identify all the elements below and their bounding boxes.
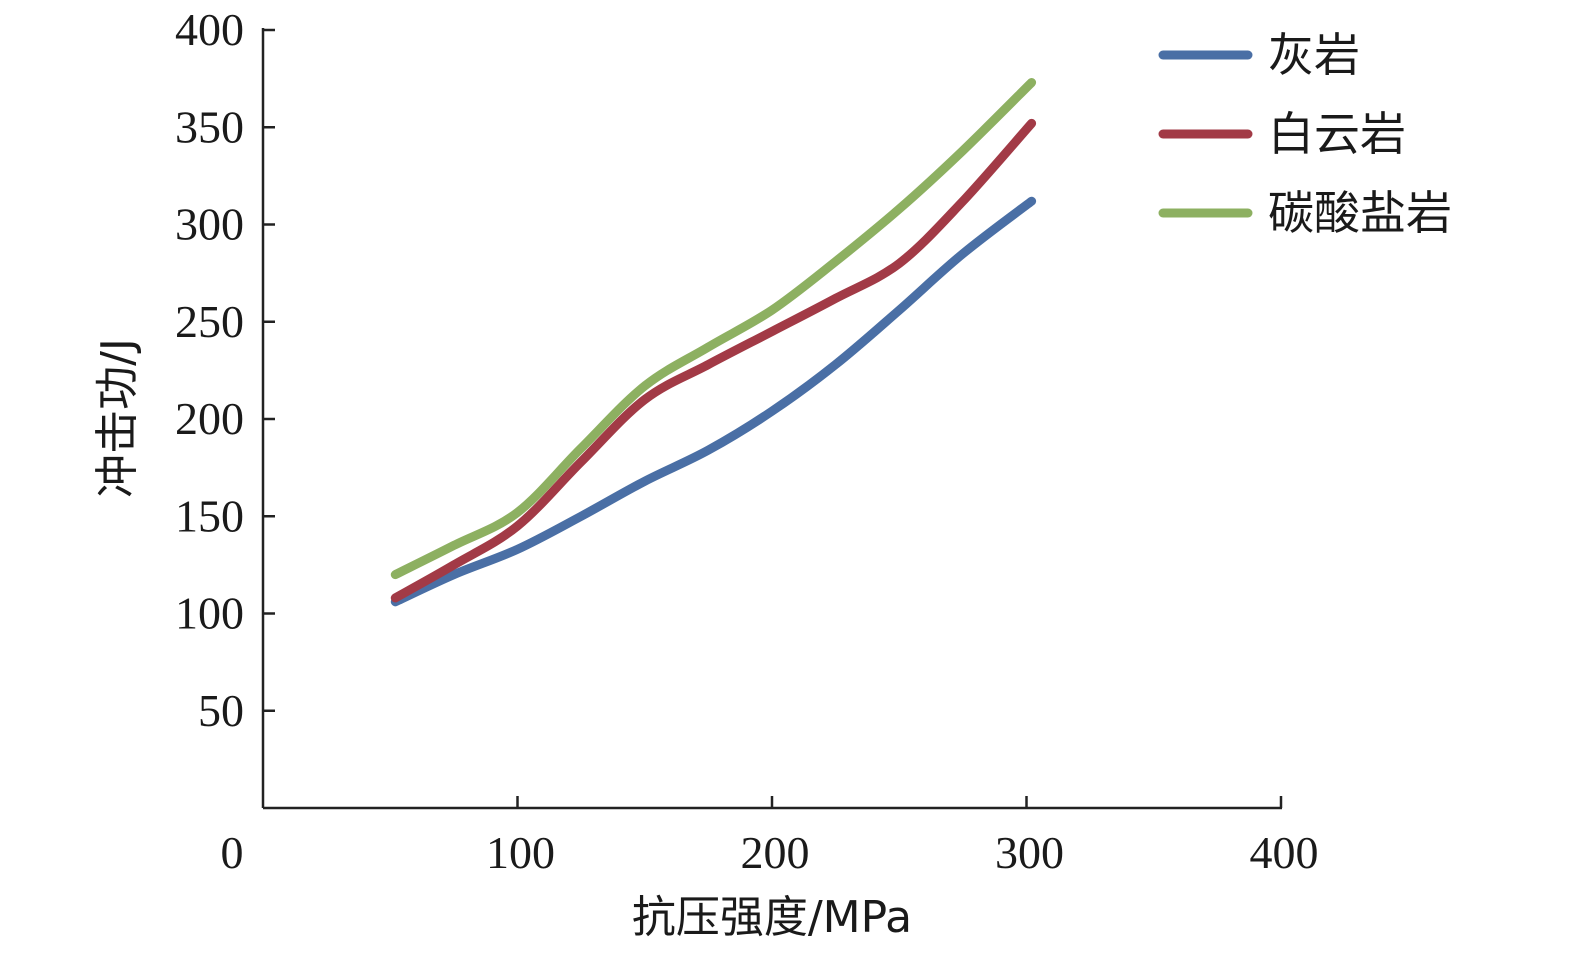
axes: [261, 28, 1282, 810]
legend-label-3: 碳酸盐岩: [1268, 186, 1452, 240]
y-tick-label: 250: [175, 296, 244, 347]
x-tick-label: 400: [1250, 827, 1319, 878]
x-tick-label: 200: [741, 827, 810, 878]
y-tick-label: 50: [198, 685, 244, 736]
x-axis-label: 抗压强度/MPa: [632, 892, 912, 943]
y-tick-label: 350: [175, 101, 244, 152]
x-tick-label: 300: [995, 827, 1064, 878]
x-tick-label: 100: [486, 827, 555, 878]
y-tick-label: 100: [175, 588, 244, 639]
series-line-1: [390, 196, 1037, 607]
series-line-2: [390, 118, 1037, 603]
x-ticks: 0 100 200 300 400: [221, 796, 1319, 878]
x-tick-label: 0: [221, 827, 244, 878]
y-tick-label: 300: [175, 199, 244, 250]
legend-label-2: 白云岩: [1268, 107, 1406, 161]
series-lines: [390, 78, 1037, 607]
series-line-3: [390, 78, 1037, 580]
y-tick-label: 150: [175, 490, 244, 541]
y-axis-label: 冲击功/J: [92, 338, 143, 498]
y-ticks: 50 100 150 200 250 300 350 400: [175, 4, 275, 736]
legend-label-1: 灰岩: [1268, 28, 1360, 82]
y-tick-label: 400: [175, 4, 244, 55]
y-tick-label: 200: [175, 393, 244, 444]
